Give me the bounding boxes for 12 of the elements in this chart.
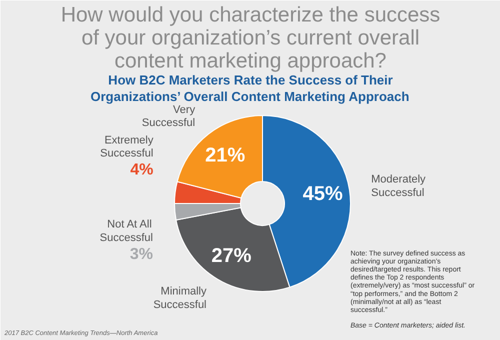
data-label: 27%	[211, 245, 252, 268]
chart-subtitle: How B2C Marketers Rate the Success of Their Organizations’ Overall Content Marketing Approach	[90, 72, 410, 104]
data-label: 4%	[130, 162, 154, 179]
slice-label: Extremely Successful	[100, 134, 154, 160]
chart-title: How would you characterize the success of your organization’s current overall content marketing approach?	[60, 4, 440, 72]
slice-label: Very Successful	[142, 104, 196, 130]
slice-label: Minimally Successful	[153, 286, 208, 311]
slice-label: Not At All Successful	[100, 218, 153, 244]
data-label: 21%	[205, 144, 246, 166]
data-label: 45%	[302, 182, 343, 205]
slice-label: Moderately Successful	[371, 174, 426, 199]
data-label: 3%	[130, 246, 153, 263]
